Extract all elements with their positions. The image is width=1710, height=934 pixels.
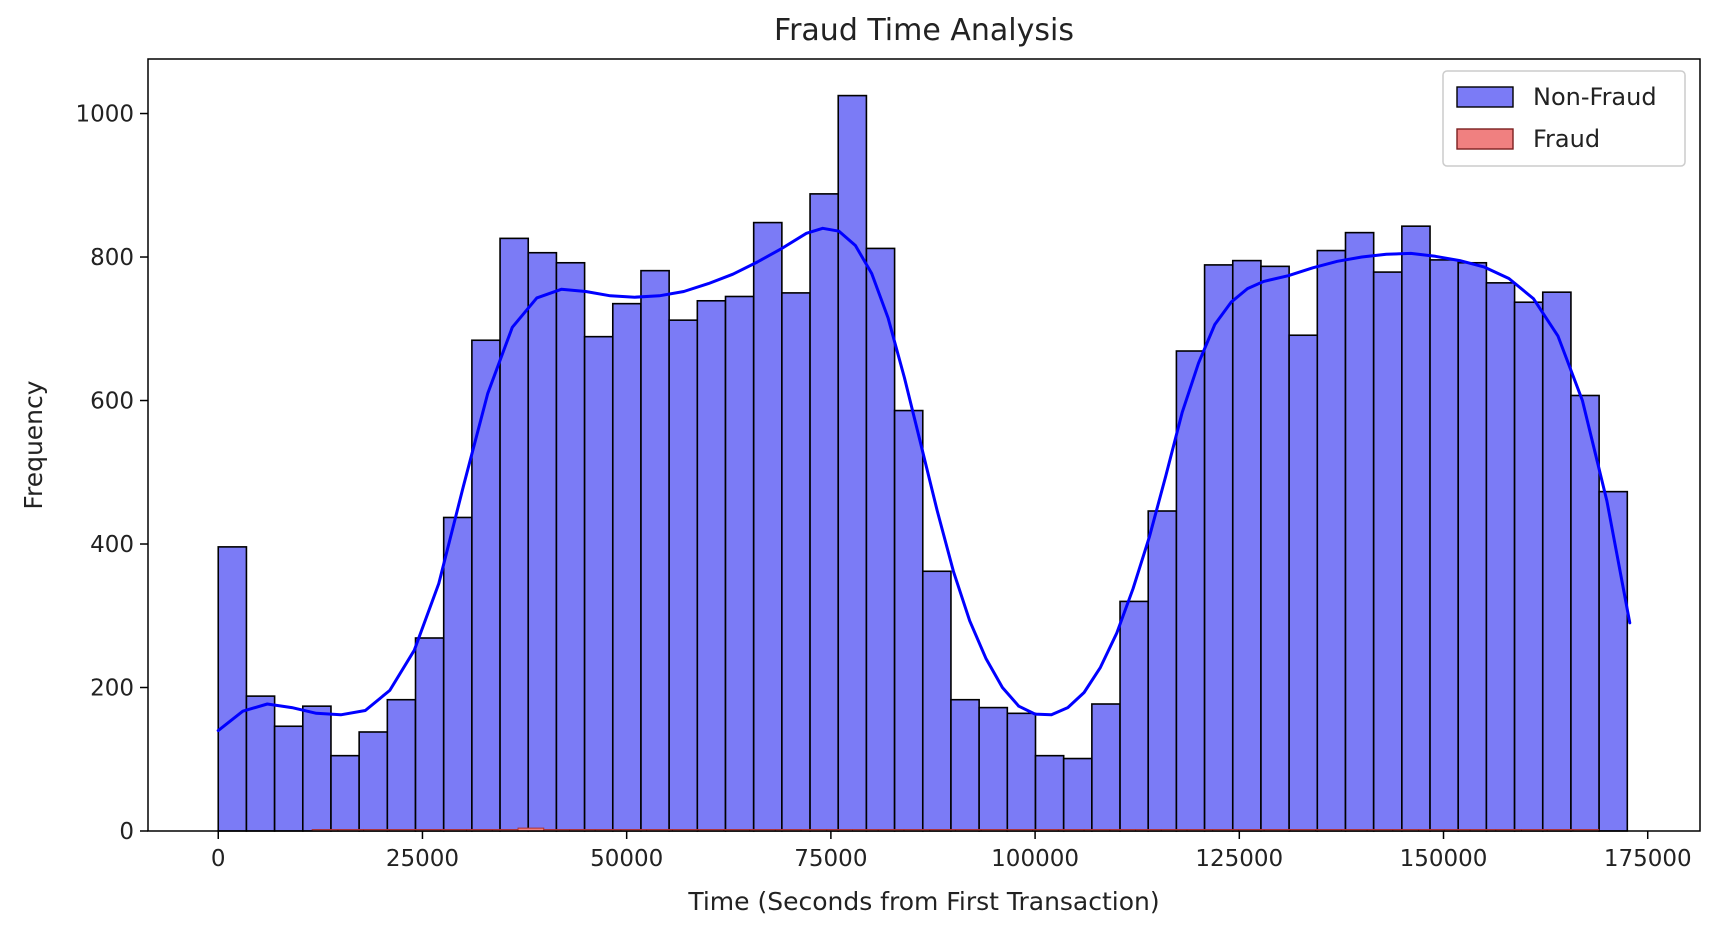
nonfraud-bar	[1091, 703, 1121, 832]
nonfraud-bar	[1006, 712, 1037, 832]
nonfraud-bar	[1288, 334, 1319, 832]
nonfraud-bar	[1231, 259, 1262, 832]
y-tick-label: 200	[90, 676, 134, 702]
x-tick-label: 175000	[1604, 846, 1692, 872]
kde-layer	[216, 226, 1632, 733]
nonfraud-bar	[1034, 754, 1065, 832]
nonfraud-bar	[1062, 757, 1093, 832]
y-tick-label: 600	[90, 389, 134, 415]
nonfraud-bar	[1175, 350, 1206, 832]
nonfraud-bar	[358, 731, 389, 832]
legend-label: Non-Fraud	[1533, 83, 1657, 111]
nonfraud-bar	[809, 193, 840, 832]
nonfraud-bar	[696, 299, 727, 832]
plot-frame	[147, 58, 1701, 832]
nonfraud-bar	[1260, 265, 1290, 832]
y-tick-label: 800	[90, 245, 134, 271]
nonfraud-bar	[837, 94, 868, 832]
nonfraud-kde-line	[216, 226, 1632, 733]
legend-label: Fraud	[1533, 125, 1600, 153]
nonfraud-bar	[273, 725, 304, 832]
y-tick-label: 1000	[75, 102, 134, 128]
nonfraud-bar	[611, 302, 642, 832]
nonfraud-bar	[301, 705, 332, 832]
y-axis-label: Frequency	[19, 380, 48, 509]
nonfraud-bar	[414, 637, 445, 832]
y-axis: 0 200 400 600 800 1000	[75, 102, 148, 845]
x-tick-label: 75000	[794, 846, 867, 872]
x-tick-label: 100000	[991, 846, 1079, 872]
nonfraud-bar	[1457, 261, 1488, 832]
nonfraud-bar	[471, 339, 501, 832]
nonfraud-bar	[555, 261, 586, 832]
x-tick-label: 25000	[386, 846, 459, 872]
nonfraud-bar	[330, 754, 360, 832]
nonfraud-bar	[640, 269, 670, 832]
nonfraud-bar	[1372, 271, 1403, 832]
x-tick-label: 50000	[590, 846, 663, 872]
nonfraud-bar	[978, 706, 1009, 832]
nonfraud-bar	[724, 295, 755, 832]
nonfraud-bar	[245, 695, 276, 832]
nonfraud-bar	[865, 247, 896, 832]
chart-title: Fraud Time Analysis	[774, 13, 1074, 48]
nonfraud-bar	[386, 698, 417, 832]
x-axis: 0 25000 50000 75000 100000 125000 150000 175000	[211, 831, 1692, 872]
nonfraud-bar	[1513, 301, 1544, 832]
nonfraud-bar	[1570, 394, 1600, 832]
legend-swatch	[1456, 86, 1514, 108]
nonfraud-bar	[1147, 510, 1178, 832]
nonfraud-bar	[668, 319, 699, 832]
x-tick-label: 0	[211, 846, 226, 872]
nonfraud-bar	[1429, 259, 1460, 832]
y-tick-label: 400	[90, 532, 134, 558]
nonfraud-bar	[527, 251, 558, 832]
nonfraud-bar	[1485, 282, 1516, 832]
nonfraud-bar	[752, 221, 783, 832]
bars-layer	[217, 94, 1629, 832]
nonfraud-bar	[1203, 264, 1234, 832]
legend-swatch	[1456, 128, 1514, 150]
nonfraud-bar	[583, 335, 614, 832]
nonfraud-bar	[781, 292, 811, 832]
nonfraud-bar	[950, 698, 980, 832]
nonfraud-bar	[1316, 249, 1347, 832]
nonfraud-bar	[1119, 600, 1150, 832]
y-tick-label: 0	[119, 819, 134, 845]
nonfraud-bar	[1401, 225, 1431, 832]
nonfraud-bar	[921, 570, 952, 832]
nonfraud-bar	[893, 409, 924, 832]
nonfraud-bar	[1541, 291, 1572, 832]
x-axis-label: Time (Seconds from First Transaction)	[687, 887, 1159, 916]
nonfraud-bar	[442, 516, 473, 832]
nonfraud-bar	[217, 546, 248, 832]
legend: Non-Fraud Fraud	[1442, 70, 1686, 167]
x-tick-label: 150000	[1400, 846, 1488, 872]
x-tick-label: 125000	[1195, 846, 1283, 872]
nonfraud-bar	[499, 237, 530, 832]
nonfraud-bar	[1344, 231, 1375, 832]
